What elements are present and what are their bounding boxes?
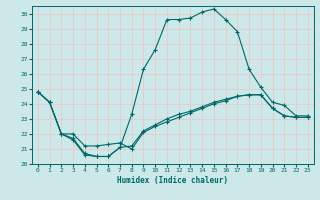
- X-axis label: Humidex (Indice chaleur): Humidex (Indice chaleur): [117, 176, 228, 185]
